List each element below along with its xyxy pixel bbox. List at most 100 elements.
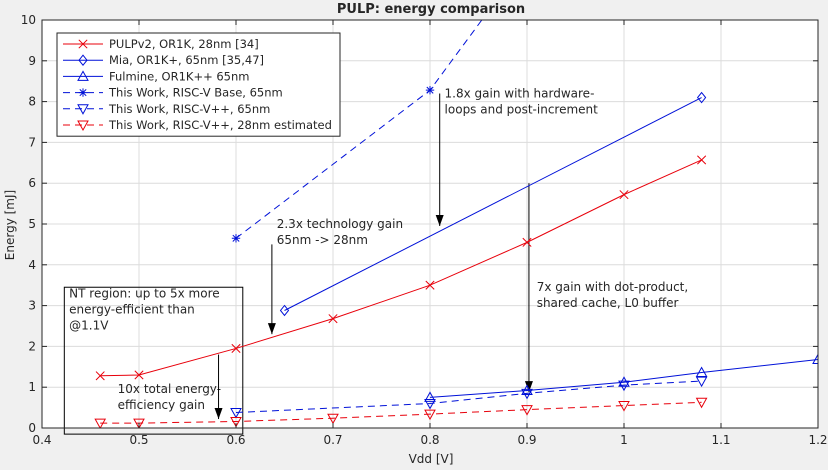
annotation-text: @1.1V (69, 318, 109, 332)
arrow-head (435, 215, 444, 227)
legend-label: This Work, RISC-V Base, 65nm (108, 86, 283, 100)
data-point (618, 376, 630, 387)
series-line (235, 380, 702, 413)
data-point (327, 413, 339, 425)
x-tick-label: 0.5 (129, 433, 148, 447)
x-tick-label: 1.2 (808, 433, 827, 447)
chart-title: PULP: energy comparison (337, 2, 525, 17)
data-point (696, 91, 707, 104)
y-tick-label: 3 (28, 299, 36, 313)
data-point (425, 85, 435, 95)
data-point (618, 380, 630, 392)
y-tick-label: 5 (28, 217, 36, 231)
data-point (230, 407, 242, 419)
y-tick-label: 6 (28, 176, 36, 190)
data-point (619, 190, 629, 200)
series-line (100, 159, 702, 377)
legend-entry: This Work, RISC-V Base, 65nm (63, 86, 283, 100)
series-line (284, 97, 702, 311)
annotation-text: 1.8x gain with hardware- (445, 86, 595, 100)
data-point (424, 399, 436, 410)
annotation-text: NT region: up to 5x more (69, 286, 219, 300)
data-point (424, 391, 436, 402)
series-6 (94, 397, 708, 428)
x-tick-label: 0.4 (32, 433, 51, 447)
y-tick-label: 7 (28, 135, 36, 149)
y-tick-label: 8 (28, 95, 36, 109)
annotation-text: shared cache, L0 buffer (537, 296, 679, 310)
data-point (521, 405, 533, 416)
data-point (134, 370, 144, 380)
annotation-2: 2.3x technology gain 65nm -> 28nm (267, 217, 403, 335)
data-point (230, 416, 242, 428)
data-point (133, 418, 145, 428)
annotation-text: efficiency gain (118, 398, 205, 412)
series-5 (230, 376, 708, 419)
legend-marker (77, 104, 89, 115)
annotation-text: loops and post-increment (445, 102, 599, 116)
y-tick-label: 2 (28, 339, 36, 353)
legend-label: PULPv2, OR1K, 28nm [34] (109, 37, 259, 51)
data-point (521, 384, 533, 395)
y-axis-label: Energy [mJ] (3, 190, 17, 260)
legend-entry: PULPv2, OR1K, 28nm [34] (63, 37, 259, 51)
legend: PULPv2, OR1K, 28nm [34] Mia, OR1K+, 65nm … (56, 32, 341, 137)
y-tick-label: 9 (28, 54, 36, 68)
series-1 (95, 155, 707, 381)
annotation-1: 1.8x gain with hardware-loops and post-i… (435, 86, 599, 227)
data-point (695, 397, 708, 409)
data-point (328, 314, 338, 324)
legend-label: This Work, RISC-V++, 28nm estimated (108, 118, 332, 132)
data-point (618, 401, 630, 412)
data-point (425, 280, 435, 290)
y-tick-label: 1 (28, 380, 36, 394)
data-point (231, 343, 241, 353)
legend-entry: This Work, RISC-V++, 28nm estimated (63, 118, 332, 132)
series-3 (424, 353, 818, 402)
data-point (697, 155, 707, 165)
data-point (95, 371, 105, 381)
legend-entry: Fulmine, OR1K++ 65nm (63, 69, 250, 83)
legend-marker (78, 54, 88, 67)
legend-entry: This Work, RISC-V++, 65nm (63, 102, 270, 116)
x-tick-label: 0.6 (226, 433, 245, 447)
tick-labels: 0.4 0.5 0.6 0.7 0.8 0.9 1 1.1 1.2 0 1 2 3 4 5 6 7 8 9 10 (21, 13, 828, 447)
data-point (279, 304, 290, 317)
data-point (94, 418, 107, 428)
annotation-3: 7x gain with dot-product, shared cache, L… (524, 183, 689, 393)
data-point (424, 409, 436, 421)
annotation-text: energy-efficient than (69, 302, 195, 316)
data-point (812, 353, 818, 364)
x-tick-label: 0.9 (517, 433, 536, 447)
series-line (429, 358, 818, 398)
legend-label: This Work, RISC-V++, 65nm (108, 102, 270, 116)
data-point (522, 237, 532, 247)
annotation-text: 10x total energy- (118, 382, 221, 396)
series-layer (94, 20, 818, 428)
legend-marker (78, 88, 88, 97)
x-tick-label: 1 (620, 433, 628, 447)
annotation-5: 10x total energy-efficiency gain (118, 354, 223, 420)
arrow-head (214, 408, 223, 420)
annotation-text: 7x gain with dot-product, (537, 280, 689, 294)
legend-label: Mia, OR1K+, 65nm [35,47] (109, 53, 264, 67)
data-point (695, 366, 708, 378)
legend-marker (77, 70, 89, 81)
x-tick-label: 0.7 (323, 433, 342, 447)
annotation-4: NT region: up to 5x more energy-efficient… (69, 286, 219, 332)
arrow-head (267, 323, 276, 335)
legend-marker (78, 39, 88, 49)
y-tick-label: 0 (28, 421, 36, 435)
y-tick-label: 10 (21, 13, 36, 27)
data-point (231, 234, 241, 243)
axes (41, 19, 819, 429)
legend-box (56, 32, 341, 137)
series-line (100, 401, 702, 424)
nt-region-box (63, 286, 244, 435)
x-axis-label: Vdd [V] (409, 452, 454, 466)
legend-label: Fulmine, OR1K++ 65nm (109, 69, 250, 83)
x-tick-label: 1.1 (711, 433, 730, 447)
annotation-text: 65nm -> 28nm (277, 233, 368, 247)
data-point (521, 388, 533, 400)
